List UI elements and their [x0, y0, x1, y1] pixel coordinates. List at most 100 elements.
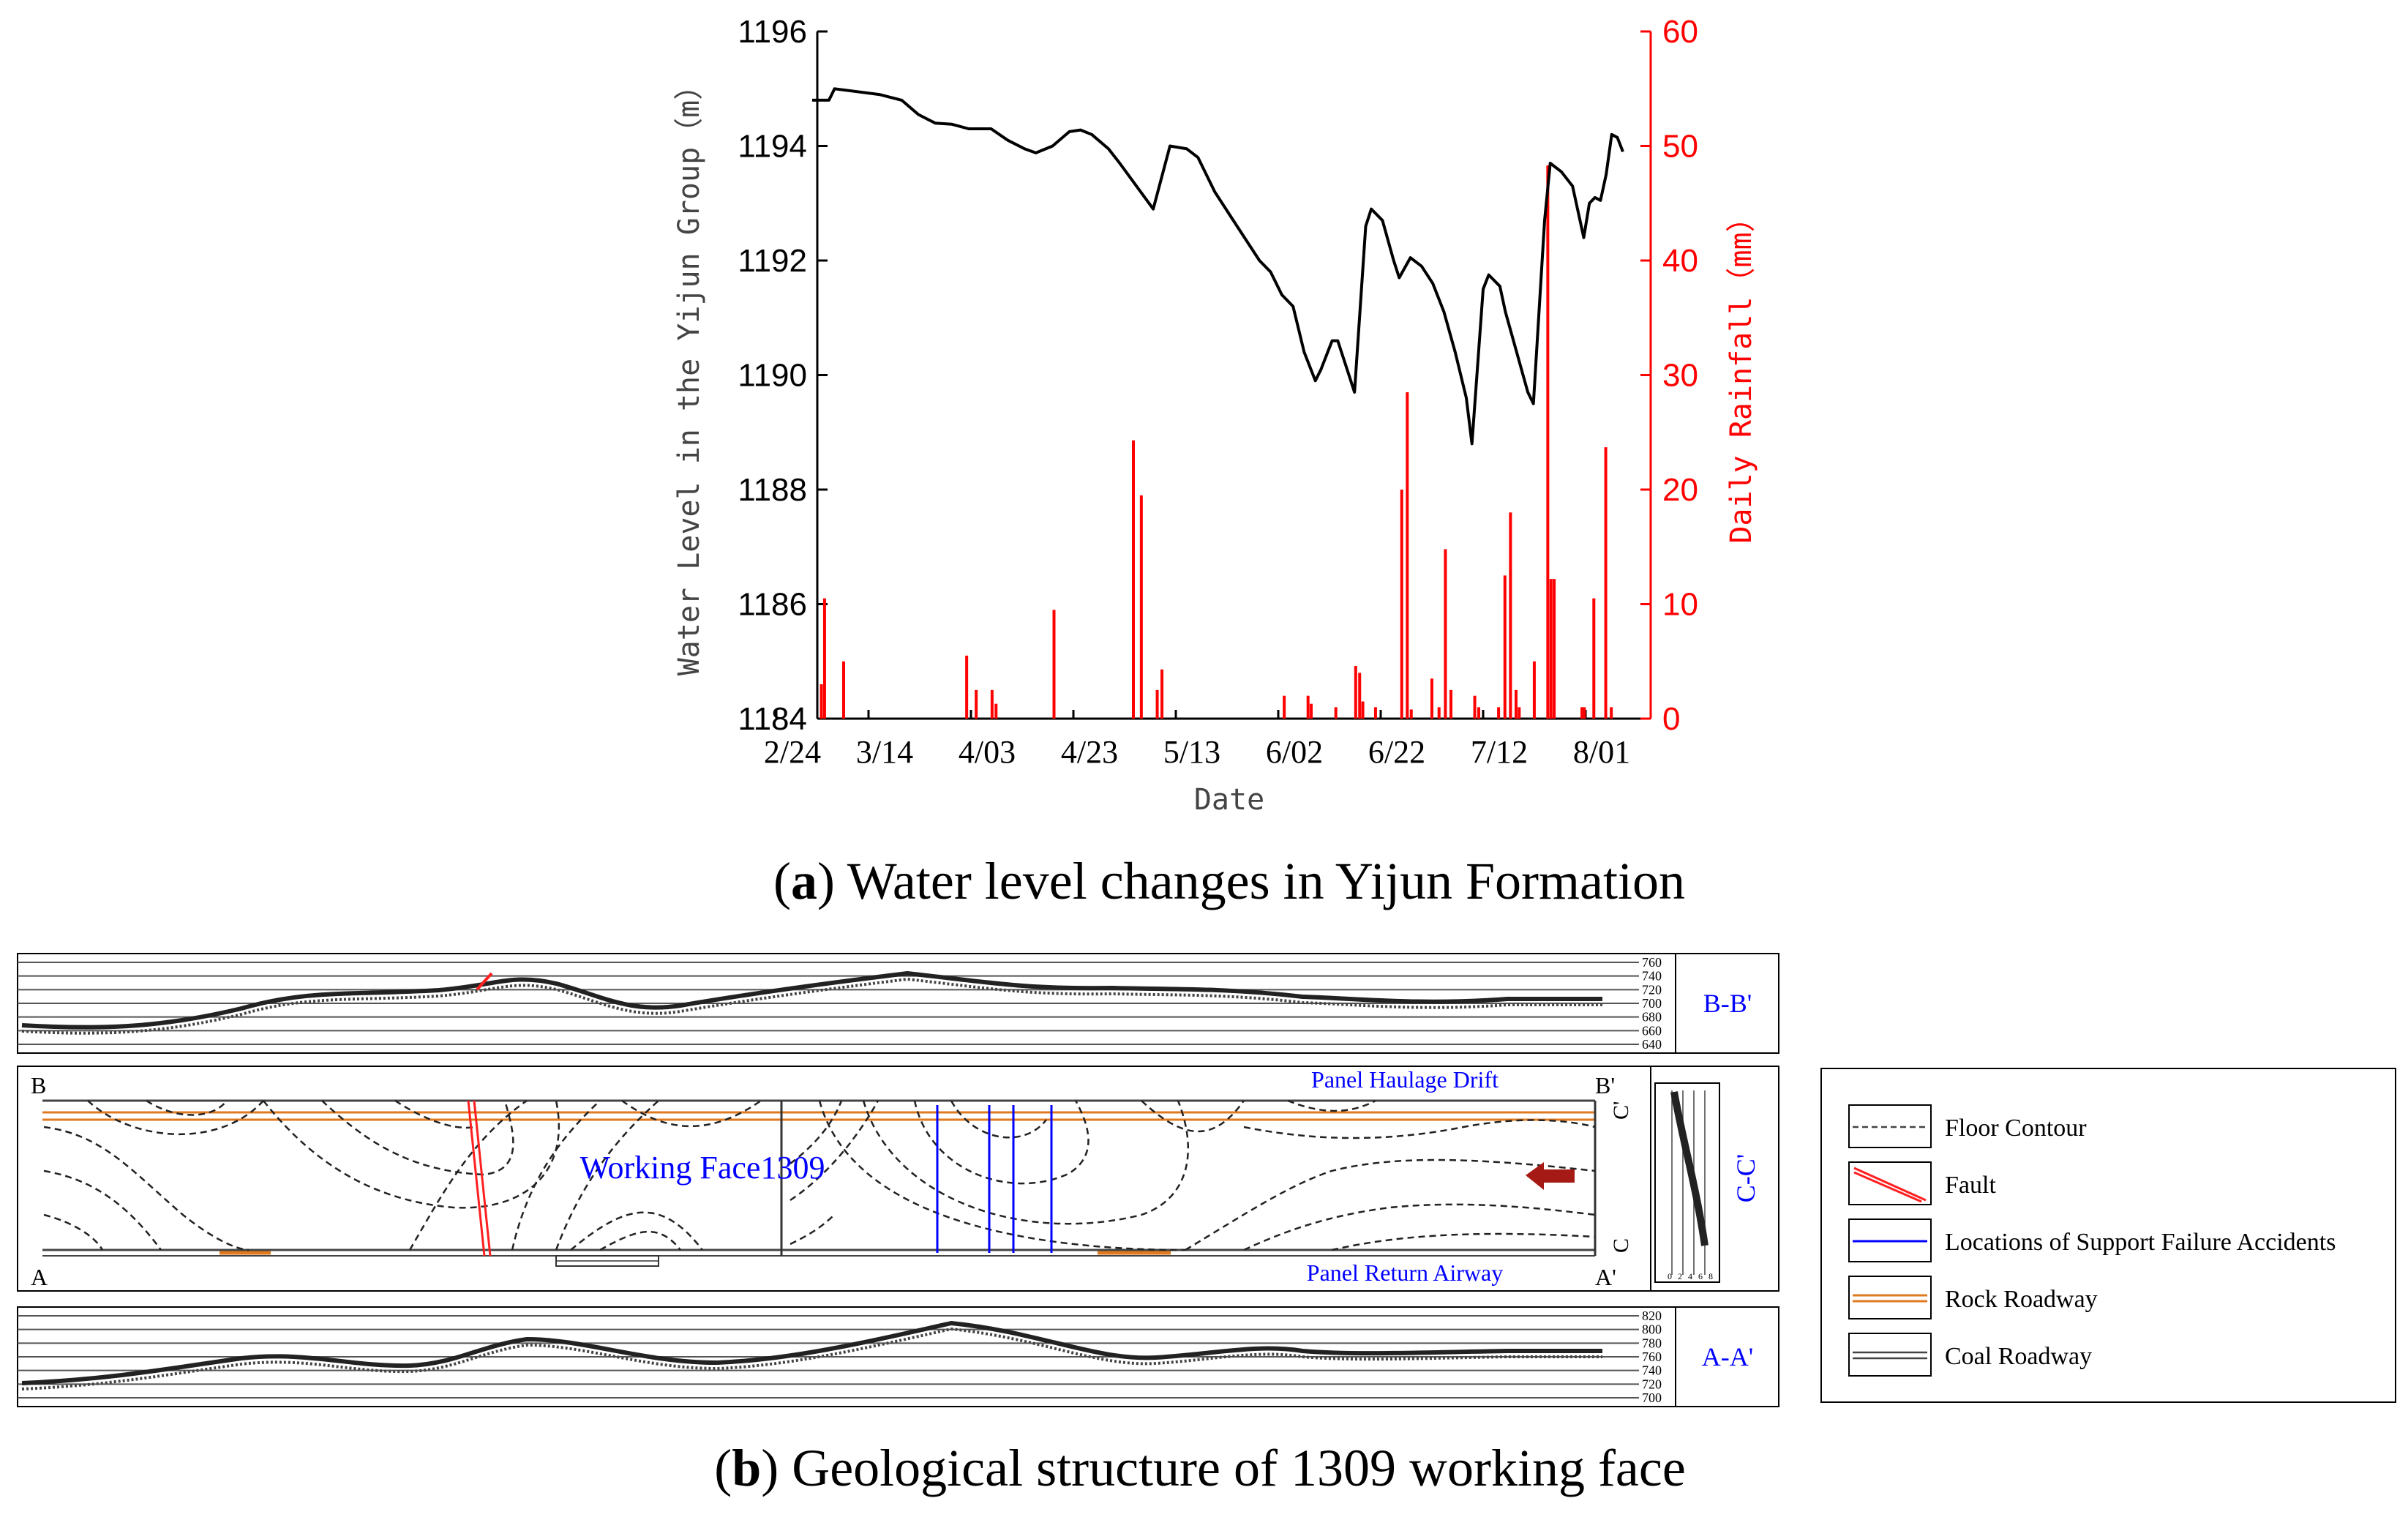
cc-coal-seam-profile	[1670, 1091, 1709, 1246]
corner-a-prime: A'	[1595, 1264, 1616, 1290]
x-axis-ticks: 2/24 3/14 4/03 4/23 5/13 6/02 6/22 7/12 8/01	[764, 710, 1630, 770]
corner-c: C	[1609, 1238, 1633, 1253]
cc-tick-label: 8	[1709, 1271, 1713, 1281]
cc-tick-label: 0	[1668, 1271, 1672, 1281]
caption-a-text: Water level changes in Yijun Formation	[847, 852, 1685, 910]
elevation-tick-label: 760	[1642, 1349, 1662, 1364]
right-tick-label: 50	[1662, 129, 1698, 165]
elevation-tick-label: 720	[1642, 1377, 1662, 1391]
cc-section-label: C-C'	[1731, 1154, 1760, 1203]
legend-swatch-support-failure	[1848, 1218, 1932, 1262]
x-tick-label: 7/12	[1471, 734, 1528, 770]
left-tick-label: 1196	[738, 14, 807, 50]
caption-b: (b) Geological structure of 1309 working…	[714, 1439, 1686, 1497]
corner-a: A	[31, 1264, 48, 1290]
left-tick-label: 1192	[738, 243, 807, 279]
elevation-tick-label: 660	[1642, 1023, 1662, 1038]
legend-swatch-rock-roadway	[1848, 1276, 1932, 1319]
elevation-tick-label: 720	[1642, 982, 1662, 997]
fault-line-1	[467, 1100, 486, 1257]
y-axis-label: Water Level in the Yijun Group（m）	[672, 71, 706, 676]
x-tick-label: 8/01	[1573, 734, 1630, 770]
plan-view: B B' A A' C' C Panel Haulage Drift Panel…	[17, 1066, 1779, 1292]
elevation-tick-label: 820	[1642, 1309, 1662, 1323]
left-tick-label: 1188	[738, 472, 807, 508]
caption-b-text: Geological structure of 1309 working fac…	[792, 1439, 1686, 1497]
elevation-tick-label: 700	[1642, 996, 1662, 1011]
legend-frame	[1820, 1068, 2396, 1403]
right-tick-label: 20	[1662, 472, 1698, 508]
bb-section-label: B-B'	[1703, 989, 1752, 1018]
cc-tick-label: 6	[1698, 1271, 1703, 1281]
advance-direction-arrow	[1526, 1162, 1575, 1190]
legend-swatch-fault	[1848, 1161, 1932, 1205]
cc-tick-label: 2	[1678, 1271, 1682, 1281]
water-level-series-line	[812, 87, 1624, 446]
legend-label-support-failure: Locations of Support Failure Accidents	[1945, 1229, 2336, 1256]
elevation-tick-label: 740	[1642, 1363, 1662, 1378]
elevation-tick-label: 760	[1642, 955, 1662, 970]
floor-contours	[43, 1099, 1596, 1251]
corner-c-prime: C'	[1609, 1101, 1633, 1120]
cc-tick-label: 4	[1688, 1271, 1692, 1281]
right-tick-label: 0	[1662, 701, 1680, 737]
elevation-tick-label: 640	[1642, 1037, 1662, 1052]
legend-swatch-coal-roadway	[1848, 1333, 1932, 1377]
aa-coal-seam-profile	[21, 1320, 1602, 1385]
x-tick-label: 4/03	[959, 734, 1016, 770]
legend: Floor Contour Fault Locations of Support F…	[1820, 1068, 2396, 1403]
working-face-label: Working Face1309	[580, 1150, 825, 1186]
left-tick-label: 1186	[738, 587, 807, 623]
y2-axis-label: Daily Rainfall（mm）	[1725, 203, 1758, 543]
x-tick-label: 6/02	[1266, 734, 1323, 770]
x-axis-label: Date	[1194, 783, 1264, 817]
right-tick-label: 10	[1662, 587, 1698, 623]
aa-section-label: A-A'	[1702, 1342, 1753, 1371]
left-tick-label: 1190	[738, 358, 807, 394]
legend-label-fault: Fault	[1945, 1172, 1996, 1199]
right-tick-label: 60	[1662, 14, 1698, 50]
left-tick-label: 1194	[738, 129, 807, 165]
right-tick-label: 40	[1662, 243, 1698, 279]
x-tick-label: 4/23	[1061, 734, 1118, 770]
caption-a: (a) Water level changes in Yijun Formati…	[773, 852, 1685, 910]
right-tick-label: 30	[1662, 358, 1698, 394]
elevation-tick-label: 780	[1642, 1336, 1662, 1350]
caption-a-letter: a	[791, 852, 817, 910]
right-axis-ticks: 0 10 20 30 40 50 60	[1640, 14, 1698, 737]
legend-label-rock-roadway: Rock Roadway	[1945, 1286, 2098, 1313]
bb-coal-seam-profile-lower	[21, 977, 1602, 1035]
corner-b: B	[31, 1072, 46, 1098]
x-tick-label: 2/24	[764, 734, 821, 770]
elevation-tick-label: 680	[1642, 1010, 1662, 1025]
elevation-tick-label: 800	[1642, 1322, 1662, 1337]
x-tick-label: 6/22	[1368, 734, 1425, 770]
haulage-drift-label: Panel Haulage Drift	[1311, 1066, 1499, 1093]
elevation-tick-label: 740	[1642, 969, 1662, 984]
aa-coal-seam-profile-lower	[21, 1327, 1602, 1390]
corner-b-prime: B'	[1595, 1072, 1615, 1098]
bb-fault-mark	[476, 972, 493, 991]
legend-items: Floor Contour Fault Locations of Support F…	[1848, 1104, 2336, 1377]
legend-label-floor-contour: Floor Contour	[1945, 1115, 2087, 1142]
x-tick-label: 3/14	[856, 734, 913, 770]
elevation-tick-label: 700	[1642, 1390, 1662, 1405]
legend-label-coal-roadway: Coal Roadway	[1945, 1343, 2092, 1370]
fault-line-2	[473, 1100, 492, 1257]
return-airway-label: Panel Return Airway	[1307, 1259, 1503, 1286]
water-level-chart: 1184 1186 1188 1190 1192 1194 1196 0 10 20 30 40 50…	[672, 14, 1758, 910]
caption-b-letter: b	[732, 1439, 761, 1497]
bb-coal-seam-profile	[21, 970, 1602, 1030]
left-axis-ticks: 1184 1186 1188 1190 1192 1194 1196	[738, 14, 828, 737]
legend-swatch-floor-contour	[1848, 1104, 1932, 1148]
left-tick-label: 1184	[738, 701, 807, 737]
x-tick-label: 5/13	[1163, 734, 1220, 770]
